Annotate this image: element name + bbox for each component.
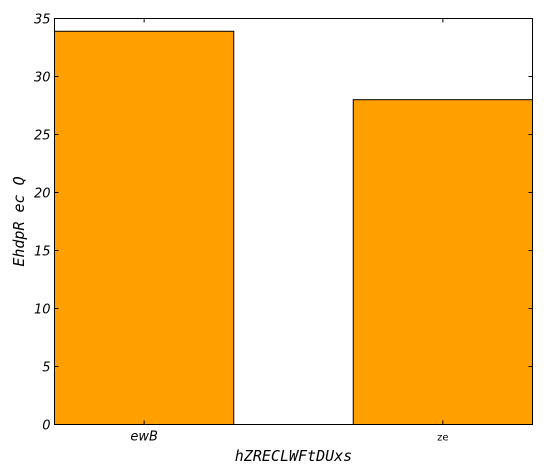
x-axis-title: hZRECLWFtDUxs — [235, 447, 352, 465]
y-axis-ticks: 0 5 10 15 20 25 30 35 — [34, 13, 533, 434]
y-tick-label: 5 — [42, 361, 50, 376]
bar-ewB — [54, 30, 235, 425]
y-tick-label: 20 — [34, 187, 51, 202]
y-tick-label: 15 — [34, 245, 51, 260]
x-axis-ticks: ewB ze — [130, 18, 449, 445]
y-tick-label: 10 — [34, 303, 51, 318]
x-tick-label: ewB — [130, 430, 158, 445]
plot-area-frame — [54, 18, 533, 425]
y-axis-title: EhdpR ec Q — [10, 176, 28, 266]
y-tick-label: 25 — [34, 129, 51, 144]
y-tick-label: 35 — [34, 13, 51, 28]
bar-ze — [352, 99, 533, 425]
bars-group — [54, 30, 533, 425]
y-tick-label: 0 — [42, 419, 50, 434]
x-tick-label: ze — [437, 433, 448, 444]
y-tick-label: 30 — [34, 71, 51, 86]
